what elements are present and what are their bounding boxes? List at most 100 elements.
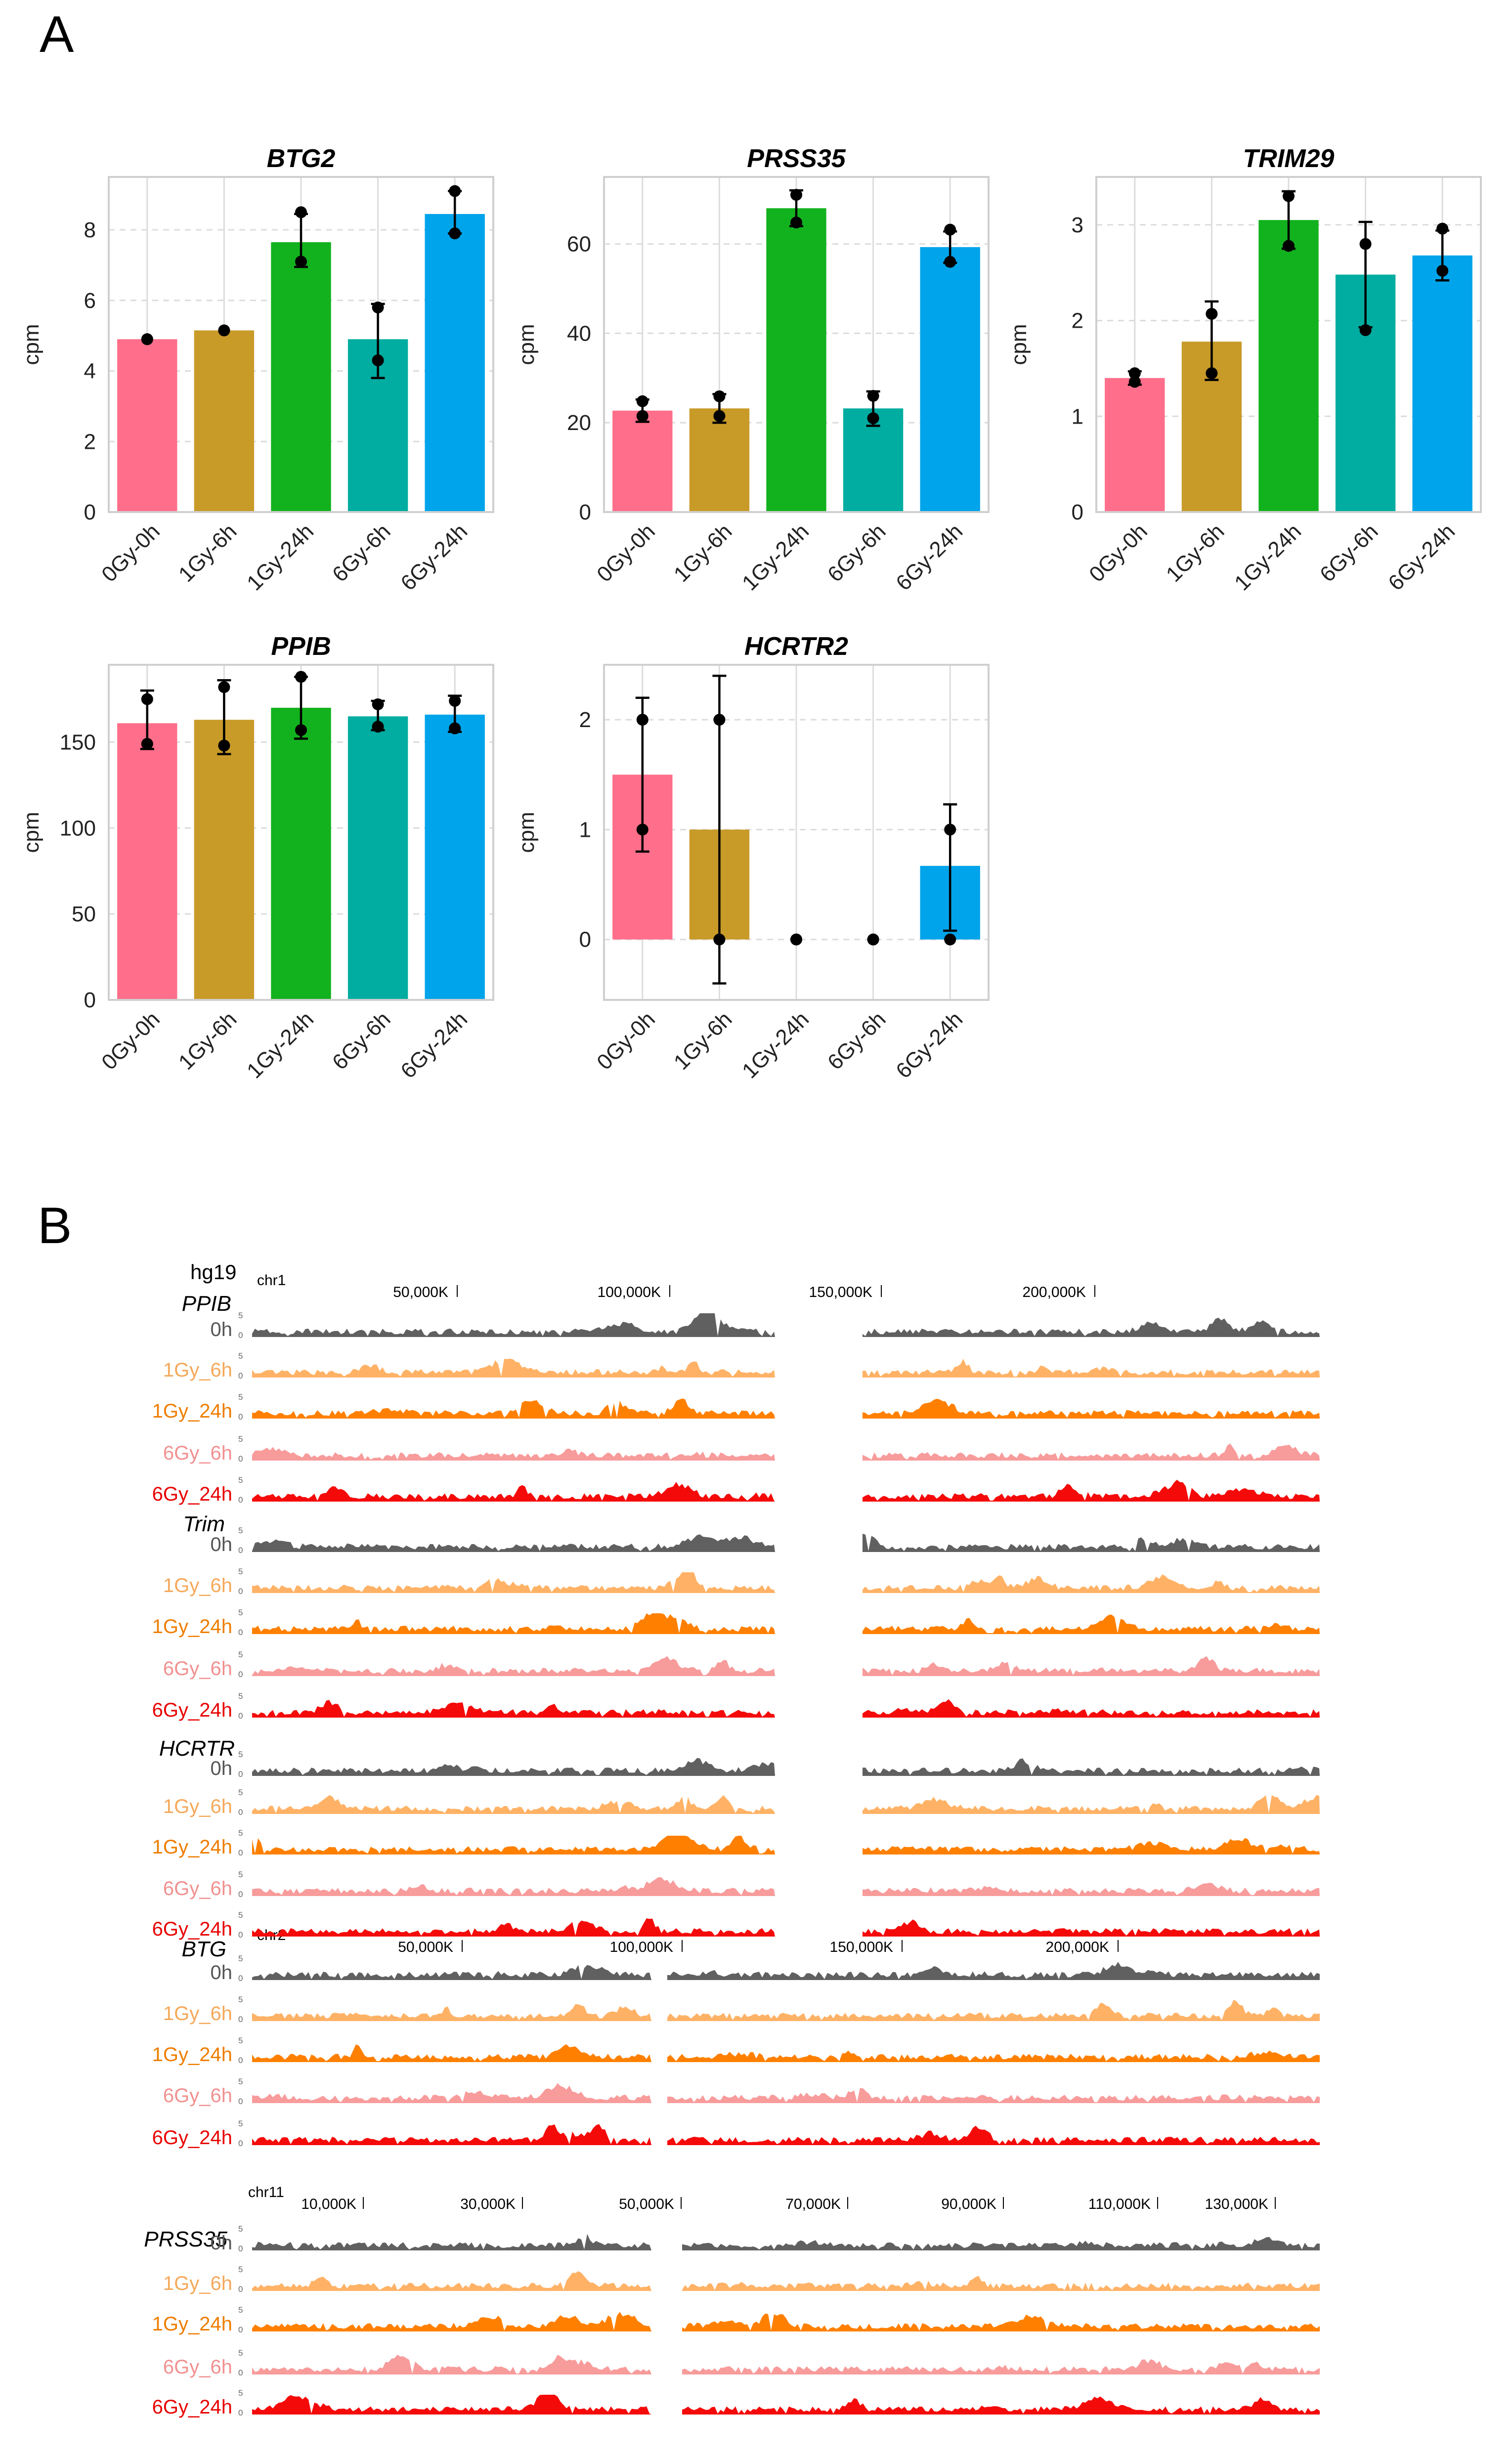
coverage-track xyxy=(252,1836,775,1854)
sample-label: 6Gy_24h xyxy=(152,1918,232,1940)
coordinate-tick-label: 70,000K xyxy=(785,2196,841,2212)
coverage-track xyxy=(252,1656,775,1676)
sample-label: 1Gy_24h xyxy=(152,2313,232,2335)
replicate-point xyxy=(1436,222,1449,235)
scale-min-label: 0 xyxy=(238,1587,243,1596)
bar-6Gy-24h xyxy=(425,714,485,1000)
y-axis-label: cpm xyxy=(19,812,43,853)
chart-btg2: 0 2 4 6 8 0Gy-0h 1Gy-6h 1Gy-24h 6Gy-6h 6Gy-24h BTG… xyxy=(19,144,494,595)
coverage-track xyxy=(863,1359,1320,1378)
gene-label: PRSS35 xyxy=(144,2227,227,2251)
coverage-track xyxy=(863,1614,1320,1634)
coordinate-tick-label: 50,000K xyxy=(398,1939,453,1955)
coverage-track xyxy=(252,1758,775,1776)
bar-1Gy-6h xyxy=(194,330,255,512)
scale-max-label: 5 xyxy=(238,1691,243,1701)
y-tick-label: 20 xyxy=(567,411,591,435)
coverage-track xyxy=(863,1699,1320,1718)
coordinate-tick-label: 90,000K xyxy=(941,2196,996,2212)
coordinate-tick-label: 200,000K xyxy=(1023,1284,1086,1300)
bar-1Gy-6h xyxy=(194,720,255,1000)
sample-label: 6Gy_24h xyxy=(152,2127,232,2149)
scale-max-label: 5 xyxy=(238,2265,243,2274)
replicate-point xyxy=(1128,367,1141,380)
chart-title: PPIB xyxy=(271,632,331,661)
bar-0Gy-0h xyxy=(1105,378,1165,512)
coverage-track xyxy=(863,1758,1320,1776)
scale-max-label: 5 xyxy=(238,1828,243,1838)
coverage-track xyxy=(252,2312,651,2331)
coverage-track xyxy=(682,2276,1320,2291)
bar-1Gy-24h xyxy=(1258,220,1319,513)
scale-min-label: 0 xyxy=(238,1412,243,1422)
replicate-point xyxy=(1206,308,1218,320)
scale-min-label: 0 xyxy=(238,2097,243,2106)
scale-min-label: 0 xyxy=(238,1930,243,1940)
replicate-point xyxy=(790,216,802,229)
coverage-track xyxy=(252,1534,775,1552)
replicate-point xyxy=(867,389,879,402)
bar-6Gy-24h xyxy=(920,247,980,513)
chromosome-label: chr1 xyxy=(257,1272,286,1289)
replicate-point xyxy=(295,671,307,683)
x-tick-label: 1Gy-6h xyxy=(669,519,737,587)
coordinate-tick-label: 200,000K xyxy=(1046,1939,1109,1955)
coverage-track xyxy=(682,2396,1320,2415)
coordinate-tick-label: 100,000K xyxy=(598,1284,661,1300)
bar-6Gy-24h xyxy=(425,214,485,512)
sample-label: 0h xyxy=(211,1534,233,1555)
chart-trim29: 0 1 2 3 0Gy-0h 1Gy-6h 1Gy-24h 6Gy-6h 6Gy-24h TRIM… xyxy=(1007,144,1482,595)
x-tick-label: 6Gy-24h xyxy=(891,1007,967,1083)
x-tick-label: 6Gy-6h xyxy=(328,1007,395,1075)
genome-build-label: hg19 xyxy=(190,1260,236,1284)
replicate-point xyxy=(636,395,648,407)
coverage-track xyxy=(252,1447,775,1461)
coverage-track xyxy=(252,1613,775,1634)
replicate-point xyxy=(372,721,384,733)
replicate-point xyxy=(295,206,307,218)
sample-label: 0h xyxy=(211,2232,233,2254)
replicate-point xyxy=(449,227,461,240)
replicate-point xyxy=(218,681,230,693)
sample-label: 0h xyxy=(211,1962,233,1984)
coverage-track xyxy=(863,1533,1320,1552)
coverage-track xyxy=(252,1482,775,1502)
replicate-point xyxy=(867,412,879,425)
gene-label: PPIB xyxy=(182,1292,231,1316)
scale-max-label: 5 xyxy=(238,2305,243,2315)
scale-max-label: 5 xyxy=(238,2224,243,2234)
chart-title: BTG2 xyxy=(267,144,336,173)
coverage-track xyxy=(252,2234,651,2250)
x-tick-label: 1Gy-24h xyxy=(242,519,318,595)
coverage-track xyxy=(667,1999,1320,2021)
chart-title: HCRTR2 xyxy=(744,632,848,661)
scale-max-label: 5 xyxy=(238,1475,243,1485)
sample-label: 1Gy_6h xyxy=(163,1359,232,1381)
replicate-point xyxy=(1206,367,1218,380)
chart-ppib: 0 50 100 150 0Gy-0h 1Gy-6h 1Gy-24h 6Gy-6h 6Gy-24… xyxy=(19,632,494,1083)
coverage-track xyxy=(252,1572,775,1593)
replicate-point xyxy=(295,256,307,268)
y-tick-label: 1 xyxy=(1072,404,1083,429)
x-tick-label: 6Gy-6h xyxy=(1315,519,1383,587)
coverage-track xyxy=(667,2125,1320,2145)
replicate-point xyxy=(218,739,230,752)
y-tick-label: 2 xyxy=(579,708,591,732)
replicate-point xyxy=(141,737,153,750)
coverage-track xyxy=(252,1700,775,1718)
panel-a-label: A xyxy=(40,6,74,63)
sample-label: 1Gy_6h xyxy=(163,2273,232,2294)
scale-min-label: 0 xyxy=(238,2325,243,2334)
y-tick-label: 6 xyxy=(84,289,96,313)
y-axis-label: cpm xyxy=(515,324,539,365)
y-tick-label: 0 xyxy=(579,928,591,952)
x-tick-label: 6Gy-24h xyxy=(396,1007,472,1083)
coverage-track xyxy=(863,1399,1320,1419)
coordinate-ruler-chr1: chr1 50,000K 100,000K 150,000K 200,000K xyxy=(257,1272,1095,1300)
coordinate-ruler-chr11: chr11 10,000K 30,000K 50,000K 70,000K 90,000K… xyxy=(248,2184,1276,2212)
y-axis-label: cpm xyxy=(19,324,43,365)
